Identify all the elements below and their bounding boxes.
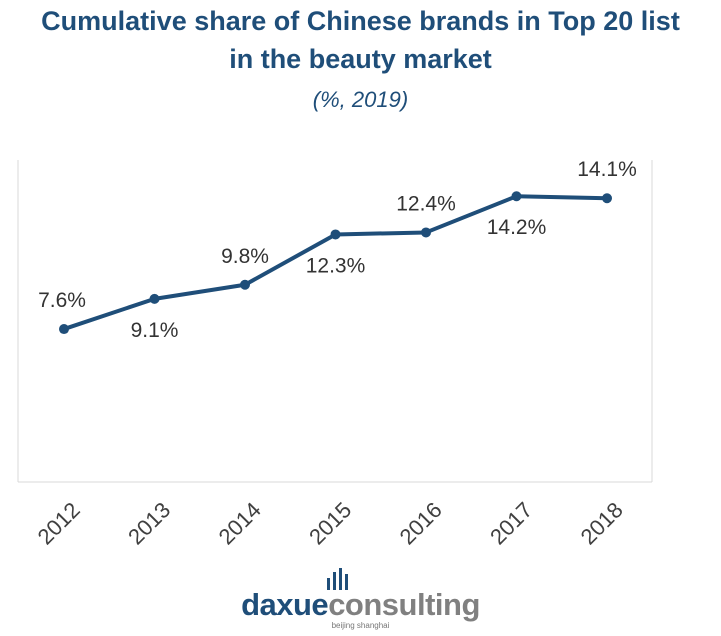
data-label: 9.8%	[221, 245, 269, 268]
x-tick-label: 2015	[304, 497, 356, 549]
bar-chart-icon	[327, 568, 348, 590]
data-point	[149, 293, 160, 304]
x-tick-label: 2018	[576, 497, 628, 549]
brand-tagline: beijing shanghai	[331, 621, 390, 630]
chart-subtitle: (%, 2019)	[312, 87, 409, 112]
brand-logo: daxueconsulting	[0, 588, 721, 622]
line-chart: 7.6% 2012 9.1% 2013 9.8% 2014 12.3% 2015 12.4% 20…	[17, 158, 653, 549]
x-tick-label: 2013	[123, 497, 175, 549]
data-point	[330, 229, 341, 240]
brand-name-part1: daxue	[241, 587, 329, 622]
chart-title-line-1: Cumulative share of Chinese brands in To…	[41, 6, 680, 36]
x-tick-label: 2016	[395, 497, 447, 549]
data-point	[240, 279, 250, 290]
data-label: 12.3%	[306, 254, 366, 277]
data-label: 12.4%	[396, 192, 456, 215]
x-tick-label: 2012	[33, 497, 85, 549]
x-tick-label: 2017	[485, 497, 537, 549]
data-point	[511, 191, 522, 202]
data-label: 14.1%	[577, 158, 637, 181]
data-point	[602, 193, 612, 204]
data-label: 14.2%	[487, 216, 547, 239]
data-label: 7.6%	[38, 289, 86, 312]
data-label: 9.1%	[131, 319, 179, 342]
data-point	[421, 227, 431, 238]
x-tick-label: 2014	[214, 497, 266, 549]
chart-title-line-2: in the beauty market	[229, 44, 492, 74]
data-point	[59, 324, 69, 335]
brand-name-part2: consulting	[328, 587, 480, 622]
